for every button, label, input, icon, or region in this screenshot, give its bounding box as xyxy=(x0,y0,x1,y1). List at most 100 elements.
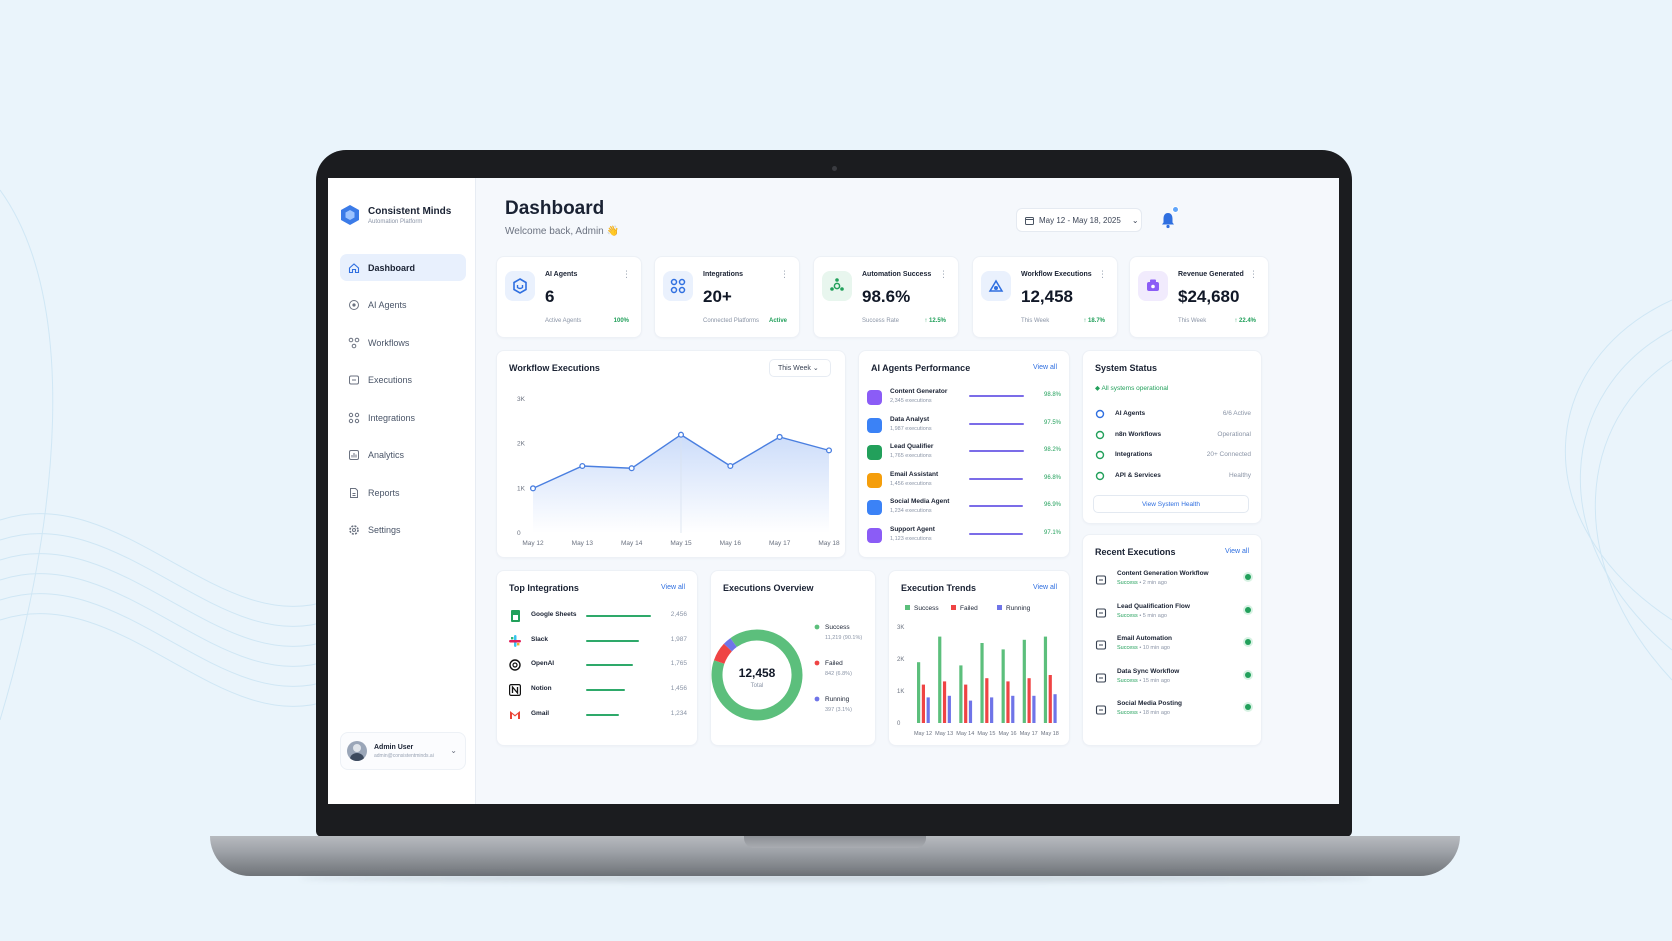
ai-agent-icon xyxy=(505,271,535,301)
stat-card-revenue-generated[interactable]: Revenue Generated $24,680 This Week ↑ 22… xyxy=(1129,256,1269,338)
sidebar-item-label: Dashboard xyxy=(368,262,416,273)
stat-change: ↑ 12.5% xyxy=(924,318,946,324)
sidebar-item-ai-agents[interactable]: AI Agents xyxy=(340,292,466,319)
more-options-icon[interactable]: ⋮ xyxy=(622,269,631,279)
agent-row[interactable]: Data Analyst 1,987 executions 97.5% xyxy=(867,415,1063,439)
stat-card-automation-success[interactable]: Automation Success 98.6% Success Rate ↑ … xyxy=(813,256,959,338)
bar-running[interactable] xyxy=(926,697,930,723)
bar-running[interactable] xyxy=(1053,694,1057,723)
view-system-health-button[interactable]: View System Health xyxy=(1093,495,1249,513)
notification-bell-icon[interactable] xyxy=(1158,210,1178,230)
more-options-icon[interactable]: ⋮ xyxy=(780,269,789,279)
stat-card-workflow-executions[interactable]: Workflow Executions 12,458 This Week ↑ 1… xyxy=(972,256,1118,338)
week-range-select[interactable]: This Week ⌄ xyxy=(769,359,831,377)
bar-success[interactable] xyxy=(1001,649,1005,723)
recent-execution-row[interactable]: Email Automation Success • 10 min ago xyxy=(1095,635,1251,661)
bar-running[interactable] xyxy=(968,700,973,723)
stat-card-ai-agents[interactable]: AI Agents 6 Active Agents 100% ⋮ xyxy=(496,256,642,338)
data-point[interactable] xyxy=(677,431,685,438)
agent-icon xyxy=(867,417,882,433)
integration-row[interactable]: Gmail 1,234 xyxy=(509,708,687,724)
integration-row[interactable]: Google Sheets 2,456 xyxy=(509,609,687,625)
data-point[interactable] xyxy=(825,447,833,454)
sidebar-item-dashboard[interactable]: Dashboard xyxy=(340,254,466,281)
bar-failed[interactable] xyxy=(964,684,968,723)
integration-usage-bar xyxy=(586,639,639,642)
bar-running[interactable] xyxy=(1011,695,1015,723)
bar-success[interactable] xyxy=(959,665,963,723)
bar-running[interactable] xyxy=(947,695,951,723)
bar-failed[interactable] xyxy=(1048,675,1052,723)
data-point[interactable] xyxy=(628,465,635,472)
agent-row[interactable]: Social Media Agent 1,234 executions 96.9% xyxy=(867,497,1063,521)
view-all-link[interactable]: View all xyxy=(1033,584,1057,591)
avatar xyxy=(347,741,367,761)
data-point[interactable] xyxy=(529,485,537,492)
recent-execution-row[interactable]: Data Sync Workflow Success • 15 min ago xyxy=(1095,668,1251,694)
data-point[interactable] xyxy=(579,462,586,470)
sidebar-item-executions[interactable]: Executions xyxy=(340,367,466,394)
agent-row[interactable]: Content Generator 2,345 executions 98.8% xyxy=(867,387,1063,411)
check-icon: ◆ xyxy=(1095,385,1100,392)
y-tick-label: 2K xyxy=(897,657,904,663)
integration-row[interactable]: Notion 1,456 xyxy=(509,683,687,699)
x-tick-label: May 15 xyxy=(670,540,692,547)
integration-name: Slack xyxy=(531,635,548,643)
integration-row[interactable]: OpenAI 1,765 xyxy=(509,658,687,674)
bar-failed[interactable] xyxy=(921,684,925,723)
bar-running[interactable] xyxy=(1032,695,1036,723)
integration-row[interactable]: Slack 1,987 xyxy=(509,634,687,650)
sidebar-item-analytics[interactable]: Analytics xyxy=(340,442,466,469)
bar-success[interactable] xyxy=(1022,639,1026,723)
recent-execution-row[interactable]: Lead Qualification Flow Success • 5 min a… xyxy=(1095,603,1251,629)
more-options-icon[interactable]: ⋮ xyxy=(1098,269,1107,279)
bar-failed[interactable] xyxy=(985,678,989,723)
user-menu[interactable]: Admin User admin@consistentminds.ai ⌄ xyxy=(340,732,466,770)
legend-swatch xyxy=(997,605,1002,610)
bar-success[interactable] xyxy=(1043,636,1048,723)
y-tick-label: 0 xyxy=(897,721,901,727)
x-tick-label: May 14 xyxy=(621,540,643,547)
agent-success-rate: 98.8% xyxy=(1043,392,1061,398)
agent-executions: 1,456 executions xyxy=(890,480,932,487)
system-status-row: n8n Workflows Operational xyxy=(1095,429,1251,443)
sidebar-item-label: Workflows xyxy=(368,337,410,348)
google-sheets-icon xyxy=(509,609,521,622)
agent-row[interactable]: Email Assistant 1,456 executions 96.8% xyxy=(867,470,1063,494)
data-point[interactable] xyxy=(776,433,783,441)
stat-card-integrations[interactable]: Integrations 20+ Connected Platforms Act… xyxy=(654,256,800,338)
view-all-link[interactable]: View all xyxy=(661,584,685,591)
recent-execution-row[interactable]: Social Media Posting Success • 18 min ago xyxy=(1095,700,1251,726)
agent-name: Content Generator xyxy=(890,388,948,395)
view-all-link[interactable]: View all xyxy=(1033,364,1057,371)
ai-agents-performance-card: AI Agents Performance View all Content G… xyxy=(858,350,1070,558)
bar-success[interactable] xyxy=(938,636,942,723)
agent-row[interactable]: Support Agent 1,123 executions 97.1% xyxy=(867,525,1063,549)
bar-failed[interactable] xyxy=(1027,678,1031,723)
recent-execution-row[interactable]: Content Generation Workflow Success • 2 m… xyxy=(1095,570,1251,596)
agent-row[interactable]: Lead Qualifier 1,765 executions 98.2% xyxy=(867,442,1063,466)
donut-slice-running[interactable] xyxy=(711,619,813,731)
stat-value: $24,680 xyxy=(1178,287,1240,306)
integration-usage-bar xyxy=(586,713,619,716)
bar-success[interactable] xyxy=(980,643,984,723)
execution-name: Data Sync Workflow xyxy=(1117,667,1180,675)
x-tick-label: May 13 xyxy=(935,731,953,737)
sidebar-item-settings[interactable]: Settings xyxy=(340,517,466,544)
data-point[interactable] xyxy=(727,462,734,470)
notion-icon xyxy=(509,683,522,697)
status-dot xyxy=(1245,704,1251,711)
bar-failed[interactable] xyxy=(1006,681,1010,723)
bar-running[interactable] xyxy=(990,697,994,723)
sidebar-item-workflows[interactable]: Workflows xyxy=(340,329,466,356)
more-options-icon[interactable]: ⋮ xyxy=(939,269,948,279)
sidebar-item-reports[interactable]: Reports xyxy=(340,479,466,506)
execution-icon xyxy=(1095,573,1107,585)
date-range-picker[interactable]: May 12 - May 18, 2025 ⌄ xyxy=(1016,208,1142,232)
bar-failed[interactable] xyxy=(942,681,947,723)
brand[interactable]: Consistent Minds Automation Platform xyxy=(340,204,451,226)
bar-success[interactable] xyxy=(917,662,921,723)
more-options-icon[interactable]: ⋮ xyxy=(1249,269,1258,279)
sidebar-item-integrations[interactable]: Integrations xyxy=(340,404,466,431)
view-all-link[interactable]: View all xyxy=(1225,548,1249,555)
